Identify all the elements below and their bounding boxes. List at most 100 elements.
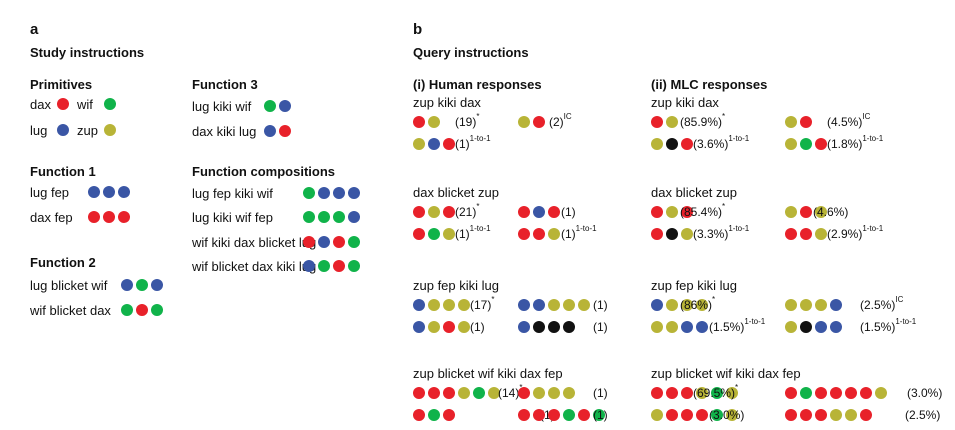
dot-sequence	[785, 387, 887, 399]
query-text: zup blicket wif kiki dax fep	[413, 366, 563, 381]
red-dot	[428, 387, 440, 399]
green-dot	[333, 211, 345, 224]
count-value: (1)	[470, 320, 485, 334]
red-dot	[800, 116, 812, 128]
red-dot	[518, 228, 530, 240]
dot-sequence	[303, 187, 360, 199]
dot-sequence	[785, 321, 842, 333]
red-dot	[651, 228, 663, 240]
yellow-dot	[726, 387, 738, 399]
yellow-dot	[443, 299, 455, 311]
yellow-dot	[428, 206, 440, 218]
blue-dot	[318, 235, 330, 248]
black-dot	[563, 321, 575, 333]
green-dot	[264, 100, 276, 112]
black-dot	[548, 321, 560, 333]
yellow-dot	[696, 387, 708, 399]
red-dot	[548, 206, 560, 218]
yellow-dot	[533, 387, 545, 399]
count-value: (1)	[593, 320, 608, 334]
count-value: (1)	[593, 298, 608, 312]
query-text: zup kiki dax	[413, 95, 481, 110]
dot-sequence	[303, 235, 360, 248]
mlc-responses-title: (ii) MLC responses	[651, 77, 768, 92]
count-value: (3.6%)	[693, 137, 729, 151]
count-value: (1)	[455, 137, 470, 151]
count-value: (1.5%)	[709, 320, 745, 334]
count-annotation: *	[476, 112, 480, 121]
response-count: (19)*	[455, 113, 479, 129]
red-dot	[443, 387, 455, 399]
red-dot	[800, 409, 812, 421]
count-value: (3.0%)	[907, 386, 943, 400]
green-dot	[348, 259, 360, 272]
function-compositions-title: Function compositions	[192, 164, 335, 179]
count-value: (3.3%)	[693, 227, 729, 241]
red-dot	[303, 235, 315, 248]
count-value: (85.9%)	[680, 115, 723, 129]
yellow-dot	[651, 409, 663, 421]
red-dot	[443, 138, 455, 150]
red-dot	[443, 206, 455, 218]
dot-sequence	[104, 124, 116, 136]
yellow-dot	[651, 321, 663, 333]
instruction-text: dax kiki lug	[192, 124, 257, 139]
dot-sequence	[518, 206, 560, 218]
count-value: (69.5%)	[693, 386, 736, 400]
red-dot	[136, 304, 148, 316]
count-annotation: *	[491, 295, 495, 304]
red-dot	[413, 228, 425, 240]
dot-sequence	[413, 321, 470, 333]
yellow-dot	[726, 409, 738, 421]
count-annotation: 1-to-1	[575, 224, 597, 233]
count-annotation: IC	[895, 295, 904, 304]
dot-sequence	[121, 279, 163, 291]
count-value: (4.5%)	[827, 115, 863, 129]
blue-dot	[696, 321, 708, 333]
response-count: (4.6%)	[813, 206, 848, 218]
count-annotation: *	[476, 202, 480, 211]
response-count: (4.5%)IC	[827, 113, 870, 129]
black-dot	[666, 138, 678, 150]
yellow-dot	[666, 321, 678, 333]
query-text: dax blicket zup	[651, 185, 737, 200]
yellow-dot	[815, 206, 827, 218]
response-count: (1)	[593, 387, 608, 399]
blue-dot	[318, 187, 330, 199]
blue-dot	[428, 138, 440, 150]
blue-dot	[279, 100, 291, 112]
green-dot	[348, 235, 360, 248]
blue-dot	[651, 299, 663, 311]
blue-dot	[348, 187, 360, 199]
green-dot	[800, 387, 812, 399]
red-dot	[333, 235, 345, 248]
red-dot	[578, 409, 590, 421]
yellow-dot	[578, 299, 590, 311]
dot-sequence	[88, 186, 130, 198]
red-dot	[860, 409, 872, 421]
dot-sequence	[518, 116, 545, 128]
blue-dot	[118, 186, 130, 198]
response-count: (1)	[470, 321, 485, 333]
blue-dot	[103, 186, 115, 198]
red-dot	[681, 409, 693, 421]
response-count: (2.9%)1-to-1	[827, 225, 883, 241]
red-dot	[279, 125, 291, 137]
count-value: (17)	[470, 298, 492, 312]
red-dot	[666, 387, 678, 399]
red-dot	[651, 387, 663, 399]
instruction-text: lug fep kiki wif	[192, 186, 273, 201]
response-count: (2.5%)	[905, 409, 940, 421]
red-dot	[103, 211, 115, 223]
blue-dot	[348, 211, 360, 224]
count-value: (1)	[593, 408, 608, 422]
green-dot	[473, 387, 485, 399]
red-dot	[118, 211, 130, 223]
count-value: (14)	[498, 386, 520, 400]
yellow-dot	[548, 387, 560, 399]
dot-sequence	[651, 116, 678, 128]
yellow-dot	[681, 299, 693, 311]
query-text: zup fep kiki lug	[651, 278, 737, 293]
function2-title: Function 2	[30, 255, 96, 270]
yellow-dot	[413, 138, 425, 150]
